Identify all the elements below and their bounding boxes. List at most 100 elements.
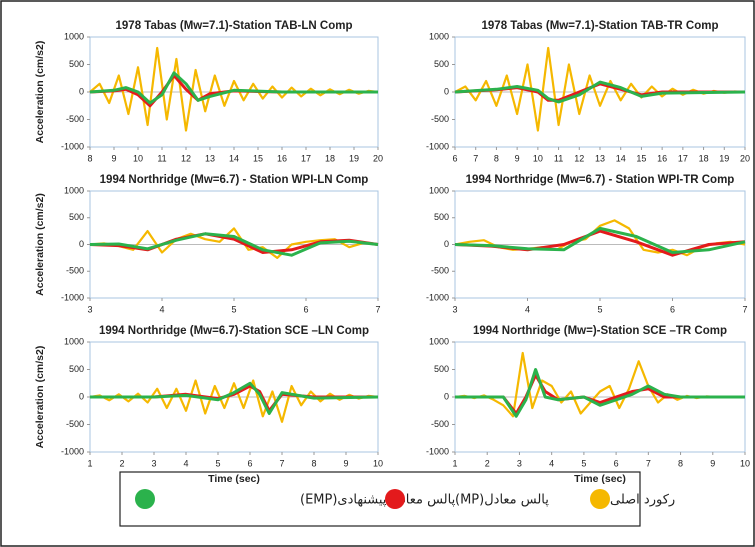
y-tick-label: -1000 xyxy=(426,141,449,151)
y-tick-label: 500 xyxy=(434,59,449,69)
y-tick-label: 1000 xyxy=(64,185,84,195)
y-tick-label: 1000 xyxy=(64,31,84,41)
chart-title: 1994 Northridge (Mw=6.7) - Station WPI-T… xyxy=(466,174,735,186)
y-tick-label: -500 xyxy=(431,114,449,124)
x-tick-label: 14 xyxy=(229,153,239,163)
x-tick-label: 16 xyxy=(277,153,287,163)
y-tick-label: 1000 xyxy=(429,336,449,346)
x-tick-label: 11 xyxy=(157,153,166,163)
x-tick-label: 9 xyxy=(710,458,715,468)
x-tick-label: 1 xyxy=(87,458,92,468)
x-tick-label: 17 xyxy=(301,153,311,163)
series-line xyxy=(455,368,745,418)
series-line xyxy=(454,80,746,104)
y-tick-label: 500 xyxy=(434,212,449,222)
x-tick-label: 8 xyxy=(678,458,683,468)
y-tick-label: -1000 xyxy=(426,292,449,302)
x-tick-label: 9 xyxy=(343,458,348,468)
series-line xyxy=(89,71,378,105)
x-tick-label: 10 xyxy=(373,458,383,468)
series-line xyxy=(89,379,379,423)
x-tick-label: 8 xyxy=(494,153,499,163)
x-tick-label: 9 xyxy=(111,153,116,163)
y-tick-label: 0 xyxy=(79,86,84,96)
x-tick-label: 19 xyxy=(719,153,729,163)
x-tick-label: 13 xyxy=(595,153,605,163)
y-tick-label: 0 xyxy=(444,391,449,401)
x-tick-label: 6 xyxy=(247,458,252,468)
y-tick-label: 0 xyxy=(79,239,84,249)
y-tick-label: 1000 xyxy=(429,31,449,41)
legend-box xyxy=(119,471,641,527)
x-tick-label: 7 xyxy=(279,458,284,468)
x-tick-label: 7 xyxy=(473,153,478,163)
chart-title: 1978 Tabas (Mw=7.1)-Station TAB-TR Comp xyxy=(482,20,719,32)
x-tick-label: 1 xyxy=(452,458,457,468)
y-tick-label: 0 xyxy=(79,391,84,401)
chart-title: 1994 Northridge (Mw=)-Station SCE –TR Co… xyxy=(473,325,727,337)
y-tick-label: -500 xyxy=(66,266,84,276)
x-tick-label: 6 xyxy=(303,304,308,314)
x-tick-label: 2 xyxy=(485,458,490,468)
x-tick-label: 5 xyxy=(597,304,602,314)
x-tick-label: 15 xyxy=(253,153,263,163)
legend-marker xyxy=(590,489,610,509)
x-tick-label: 12 xyxy=(574,153,584,163)
x-tick-label: 11 xyxy=(554,153,563,163)
x-tick-label: 8 xyxy=(311,458,316,468)
y-tick-label: 500 xyxy=(434,364,449,374)
y-tick-label: -1000 xyxy=(61,141,84,151)
y-axis-label: Acceleration (cm/s2) xyxy=(34,193,46,296)
x-tick-label: 4 xyxy=(159,304,164,314)
x-tick-label: 15 xyxy=(636,153,646,163)
legend-marker xyxy=(135,489,155,509)
chart-title: 1978 Tabas (Mw=7.1)-Station TAB-LN Comp xyxy=(116,20,353,32)
series-line xyxy=(90,381,379,415)
x-tick-label: 12 xyxy=(181,153,191,163)
chart-title: 1994 Northridge (Mw=6.7)-Station SCE –LN… xyxy=(99,325,369,337)
x-tick-label: 8 xyxy=(87,153,92,163)
y-tick-label: -1000 xyxy=(61,292,84,302)
x-tick-label: 7 xyxy=(375,304,380,314)
series-line xyxy=(89,46,379,132)
y-tick-label: 1000 xyxy=(429,185,449,195)
y-axis-label: Acceleration (cm/s2) xyxy=(34,41,46,144)
x-tick-label: 6 xyxy=(670,304,675,314)
x-tick-label: 6 xyxy=(614,458,619,468)
x-tick-label: 20 xyxy=(373,153,383,163)
x-tick-label: 14 xyxy=(616,153,626,163)
x-tick-label: 10 xyxy=(133,153,143,163)
legend-label: پالس معادل پیشنهادی(EMP) xyxy=(300,493,456,508)
x-tick-label: 18 xyxy=(325,153,335,163)
y-tick-label: 0 xyxy=(444,239,449,249)
x-tick-label: 5 xyxy=(581,458,586,468)
x-tick-label: 3 xyxy=(452,304,457,314)
y-tick-label: 500 xyxy=(69,59,84,69)
x-tick-label: 3 xyxy=(517,458,522,468)
x-tick-label: 20 xyxy=(740,153,750,163)
y-tick-label: 1000 xyxy=(64,336,84,346)
y-tick-label: 0 xyxy=(444,86,449,96)
x-tick-label: 5 xyxy=(215,458,220,468)
x-tick-label: 3 xyxy=(151,458,156,468)
x-tick-label: 10 xyxy=(740,458,750,468)
y-tick-label: 500 xyxy=(69,364,84,374)
x-tick-label: 19 xyxy=(349,153,359,163)
x-tick-label: 4 xyxy=(549,458,554,468)
x-tick-label: 16 xyxy=(657,153,667,163)
y-tick-label: -1000 xyxy=(426,446,449,456)
chart-title: 1994 Northridge (Mw=6.7) - Station WPI-L… xyxy=(100,174,369,186)
x-tick-label: 9 xyxy=(515,153,520,163)
x-tick-label: 10 xyxy=(533,153,543,163)
x-tick-label: 4 xyxy=(525,304,530,314)
y-tick-label: -1000 xyxy=(61,446,84,456)
y-tick-label: -500 xyxy=(431,419,449,429)
y-axis-label: Acceleration (cm/s2) xyxy=(34,346,46,449)
y-tick-label: -500 xyxy=(431,266,449,276)
x-tick-label: 7 xyxy=(742,304,747,314)
x-tick-label: 18 xyxy=(699,153,709,163)
x-axis-label: Time (sec) xyxy=(208,473,260,485)
y-tick-label: 500 xyxy=(69,212,84,222)
x-tick-label: 13 xyxy=(205,153,215,163)
